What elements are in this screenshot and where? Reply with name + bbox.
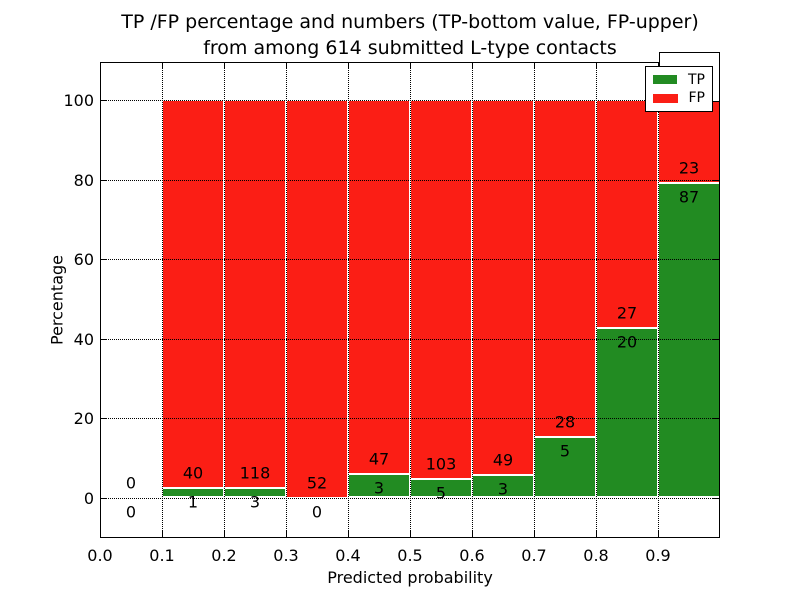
x-tick-label: 0.9: [645, 546, 671, 565]
bar-segment-fp: [596, 100, 658, 329]
x-tick-mark-top: [286, 63, 287, 69]
bar-count-label-tp: 3: [249, 492, 261, 512]
bar-count-label-fp: 40: [182, 463, 204, 483]
x-tick-label: 0.5: [397, 546, 423, 565]
x-tick-mark: [472, 531, 473, 537]
y-tick-mark-right: [713, 259, 719, 260]
bar-count-label-tp: 5: [559, 441, 571, 461]
legend: TP FP: [645, 66, 713, 112]
bar-count-label-tp: 0: [311, 502, 323, 521]
x-tick-label: 0.6: [459, 546, 485, 565]
x-tick-label: 0.3: [273, 546, 299, 565]
legend-entry-tp: TP: [653, 72, 705, 88]
x-tick-mark-top: [534, 63, 535, 69]
x-tick-mark-top: [162, 63, 163, 69]
x-tick-mark-top: [100, 63, 101, 69]
y-tick-label: 40: [73, 329, 94, 349]
x-tick-label: 0.0: [87, 546, 113, 565]
bar-segment-fp: [286, 100, 348, 498]
x-axis-label: Predicted probability: [327, 568, 493, 587]
bar-count-label-tp: 1: [187, 492, 199, 512]
grid-line-vertical: [224, 63, 225, 537]
bar-segment-fp: [534, 100, 596, 438]
bar-segment-fp: [162, 100, 224, 488]
bar-count-label-fp: 118: [239, 463, 271, 483]
bar-count-label-tp: 0: [125, 502, 137, 521]
bar-count-label-tp: 20: [616, 332, 638, 352]
chart-title: TP /FP percentage and numbers (TP-bottom…: [110, 9, 710, 61]
x-tick-mark: [286, 531, 287, 537]
y-tick-label: 60: [73, 250, 94, 269]
y-tick-mark-right: [713, 179, 719, 181]
y-tick-mark: [101, 179, 107, 181]
bar-count-label-fp: 0: [125, 473, 137, 492]
bar-segment-fp: [348, 100, 410, 474]
y-tick-mark: [101, 100, 107, 101]
x-tick-label: 0.4: [335, 546, 361, 565]
bar-count-label-fp: 27: [616, 303, 638, 323]
bar-segment-tp: [534, 437, 596, 498]
y-axis-label: Percentage: [47, 254, 67, 346]
y-tick-label: 100: [63, 91, 94, 110]
grid-line-vertical: [472, 63, 473, 537]
y-tick-label: 0: [83, 488, 94, 508]
grid-line-vertical: [162, 63, 163, 537]
x-tick-mark-top: [224, 63, 225, 69]
bar-count-label-fp: 52: [306, 473, 328, 492]
x-tick-label: 0.8: [583, 546, 609, 565]
x-tick-mark-top: [348, 63, 349, 69]
bar-segment-fp: [410, 100, 472, 480]
y-tick-mark: [101, 338, 107, 340]
x-tick-mark: [410, 531, 411, 537]
bar-segment-fp: [224, 100, 286, 488]
y-tick-mark: [101, 497, 107, 499]
bar-count-label-fp: 49: [492, 450, 514, 470]
bar-count-label-fp: 47: [368, 449, 390, 469]
y-tick-label: 80: [73, 170, 94, 190]
grid-line-vertical: [534, 63, 535, 537]
x-tick-mark: [162, 531, 163, 537]
y-tick-label: 20: [73, 409, 94, 428]
legend-label-fp: FP: [688, 90, 706, 107]
bar-count-label-tp: 3: [373, 478, 385, 498]
x-tick-mark: [348, 531, 349, 537]
legend-swatch-fp-icon: [653, 93, 678, 103]
grid-line-vertical: [286, 63, 287, 537]
y-tick-mark: [101, 259, 107, 260]
x-tick-mark-top: [410, 63, 411, 69]
bar-count-label-fp: 23: [678, 158, 700, 178]
x-tick-mark: [596, 531, 597, 537]
x-tick-mark-top: [472, 63, 473, 69]
bar-count-label-tp: 87: [678, 187, 700, 207]
x-tick-label: 0.2: [211, 546, 237, 565]
grid-line-vertical: [410, 63, 411, 537]
x-tick-mark-top: [596, 63, 597, 69]
y-tick-mark-right: [713, 418, 719, 419]
y-tick-mark-right: [713, 497, 719, 499]
bar-count-label-tp: 5: [435, 483, 447, 503]
x-tick-mark: [658, 531, 659, 537]
bar-count-label-tp: 3: [497, 479, 509, 499]
x-tick-mark: [100, 531, 101, 537]
chart-title-line1: TP /FP percentage and numbers (TP-bottom…: [121, 11, 699, 33]
legend-entry-fp: FP: [653, 90, 705, 106]
grid-line-vertical: [348, 63, 349, 537]
chart-title-line2: from among 614 submitted L-type contacts: [203, 37, 617, 59]
bar-segment-tp: [596, 328, 658, 498]
grid-line-vertical: [596, 63, 597, 537]
y-tick-mark: [101, 418, 107, 419]
grid-line-vertical: [658, 63, 659, 537]
legend-swatch-tp-icon: [653, 75, 677, 85]
x-tick-label: 0.7: [521, 546, 547, 565]
bar-count-label-fp: 28: [554, 412, 576, 432]
x-tick-mark: [224, 531, 225, 537]
y-tick-mark-right: [713, 338, 719, 340]
x-tick-label: 0.1: [149, 546, 175, 565]
legend-label-tp: TP: [688, 71, 705, 88]
x-tick-mark: [534, 531, 535, 537]
bar-segment-tp: [658, 183, 720, 498]
bar-count-label-fp: 103: [425, 454, 457, 474]
bar-segment-fp: [472, 100, 534, 475]
